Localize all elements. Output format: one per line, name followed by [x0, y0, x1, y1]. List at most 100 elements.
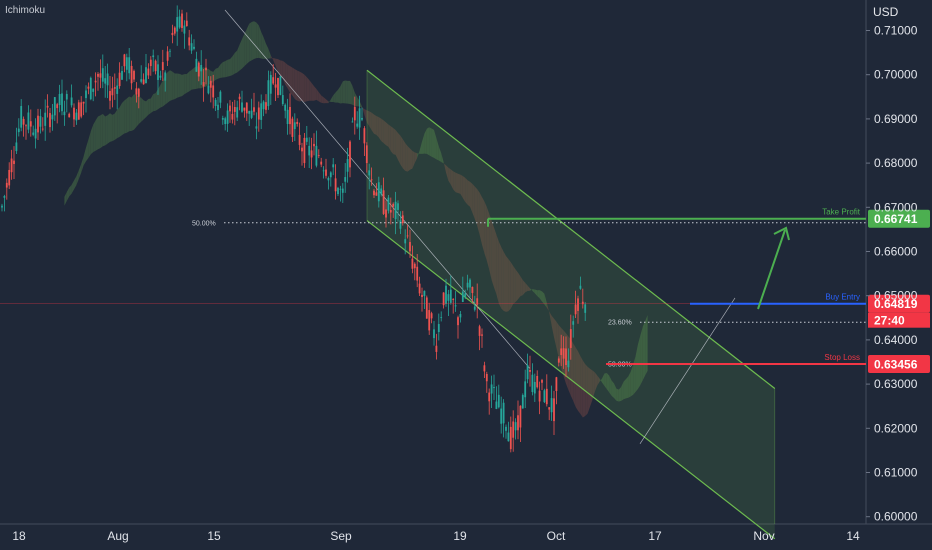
ichimoku-cloud-segment: [438, 146, 442, 162]
x-tick-label: Nov: [753, 529, 774, 543]
candle-down: [111, 88, 114, 96]
ichimoku-cloud-segment: [592, 370, 595, 401]
candle-down: [385, 209, 387, 218]
candle-down: [553, 398, 555, 422]
ichimoku-cloud-segment: [568, 336, 571, 396]
ichimoku-cloud-segment: [539, 290, 542, 302]
candle-down: [557, 358, 560, 363]
candle-down: [154, 60, 157, 72]
candle-down: [238, 96, 241, 100]
candle-up: [344, 177, 347, 182]
ichimoku-cloud-segment: [561, 327, 564, 377]
ichimoku-cloud-segment: [95, 116, 98, 151]
candle-up: [447, 294, 450, 301]
candle-down: [442, 292, 445, 306]
indicator-label[interactable]: Ichimoku: [5, 5, 46, 16]
ichimoku-cloud-segment: [170, 70, 173, 101]
ichimoku-cloud-segment: [218, 64, 221, 79]
y-tick-label: 0.66000: [874, 245, 918, 259]
candle-down: [46, 105, 49, 108]
ichimoku-cloud-segment: [501, 246, 504, 311]
ichimoku-cloud-segment: [64, 192, 67, 206]
ichimoku-cloud-segment: [640, 326, 643, 386]
ichimoku-cloud-segment: [246, 23, 250, 64]
ichimoku-cloud-segment: [261, 31, 264, 59]
ichimoku-cloud-segment: [225, 59, 228, 78]
ichimoku-cloud-segment: [160, 80, 163, 108]
candle-up: [437, 324, 440, 333]
candle-down: [37, 115, 39, 133]
candle-down: [291, 118, 294, 137]
ichimoku-cloud-segment: [362, 106, 365, 115]
ichimoku-cloud-segment: [393, 127, 396, 155]
ichimoku-cloud-segment: [472, 183, 475, 220]
ichimoku-cloud-segment: [100, 113, 103, 149]
candle-down: [545, 388, 548, 405]
candle-down: [370, 179, 373, 181]
trend-line-upper: [224, 9, 531, 369]
candle-up: [267, 80, 270, 107]
candle-down: [577, 298, 579, 311]
candle-up: [572, 321, 575, 325]
candle-down: [301, 147, 303, 152]
candle-down: [303, 137, 306, 164]
currency-label: USD: [873, 5, 899, 19]
ichimoku-cloud-segment: [414, 152, 418, 163]
ichimoku-cloud-segment: [467, 180, 470, 207]
candle-up: [262, 101, 265, 110]
ichimoku-cloud-segment: [143, 100, 146, 120]
candle-down: [29, 121, 32, 127]
candle-up: [567, 360, 570, 368]
ichimoku-cloud-segment: [172, 71, 175, 100]
candle-up: [368, 170, 371, 176]
ichimoku-cloud-segment: [374, 114, 377, 135]
candle-up: [341, 188, 344, 193]
ichimoku-cloud-segment: [618, 386, 622, 402]
channel-upper-line: [366, 69, 776, 389]
candle-down: [409, 242, 411, 252]
candle-down: [161, 62, 164, 71]
candle-down: [392, 203, 395, 207]
candle-up: [85, 90, 87, 99]
ichimoku-cloud-segment: [335, 89, 338, 103]
ichimoku-cloud-segment: [263, 37, 266, 59]
ichimoku-cloud-segment: [119, 103, 122, 137]
ichimoku-cloud-segment: [458, 173, 461, 194]
candle-up: [351, 121, 354, 123]
ichimoku-cloud-segment: [527, 285, 530, 292]
fib-level-label: 23.60%: [608, 320, 632, 327]
candle-up: [399, 220, 402, 229]
x-tick-label: Sep: [330, 529, 352, 543]
x-tick-label: 15: [207, 529, 221, 543]
ichimoku-cloud-segment: [412, 150, 415, 169]
candle-down: [509, 426, 512, 450]
ichimoku-cloud-segment: [340, 81, 343, 104]
candle-down: [313, 143, 315, 147]
candle-up: [15, 142, 18, 152]
candle-up: [454, 305, 457, 307]
ichimoku-cloud-segment: [628, 371, 631, 398]
ichimoku-cloud-segment: [302, 72, 305, 103]
ichimoku-cloud-segment: [304, 74, 307, 103]
ichimoku-cloud-segment: [551, 315, 554, 338]
ichimoku-cloud-segment: [297, 70, 300, 102]
ichimoku-cloud-segment: [388, 124, 391, 152]
candle-up: [514, 422, 517, 431]
ichimoku-cloud-segment: [326, 99, 329, 104]
candle-up: [356, 123, 359, 127]
candle-up: [169, 50, 171, 52]
ichimoku-cloud-segment: [210, 70, 214, 84]
candle-down: [541, 379, 543, 383]
ichimoku-cloud-segment: [419, 141, 422, 154]
candle-up: [63, 111, 66, 116]
ichimoku-cloud-segment: [621, 381, 624, 401]
ichimoku-cloud-segment: [424, 128, 427, 154]
ichimoku-cloud-segment: [410, 148, 413, 170]
ichimoku-cloud-segment: [446, 165, 449, 181]
ichimoku-cloud-segment: [174, 73, 178, 100]
ichimoku-cloud-segment: [162, 74, 166, 107]
candle-down: [382, 190, 385, 214]
candle-down: [349, 141, 351, 168]
ichimoku-cloud-segment: [570, 339, 574, 401]
